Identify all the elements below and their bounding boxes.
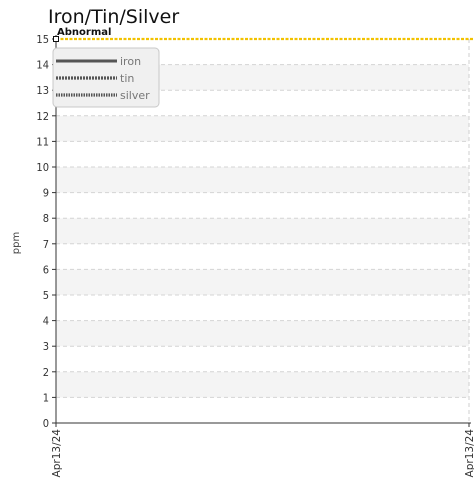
- threshold-marker: [53, 36, 59, 42]
- y-tick-label: 7: [43, 238, 49, 251]
- grid-band: [56, 243, 469, 270]
- grid-band: [56, 141, 469, 167]
- grid-band: [56, 192, 469, 219]
- y-tick-label: 2: [43, 366, 49, 379]
- grid-band: [56, 320, 469, 347]
- legend-label-tin: tin: [120, 72, 134, 85]
- y-tick-label: 9: [43, 187, 49, 200]
- grid-band: [56, 371, 469, 398]
- y-tick-label: 6: [43, 263, 49, 276]
- grid-band: [56, 167, 469, 193]
- x-tick-label: Apr13/24: [51, 429, 63, 478]
- y-tick-label: 0: [43, 417, 49, 430]
- y-tick-label: 5: [43, 289, 49, 302]
- grid-band: [56, 218, 469, 244]
- legend-label-iron: iron: [120, 55, 141, 68]
- y-tick-label: 8: [43, 212, 49, 225]
- y-tick-label: 13: [36, 84, 49, 97]
- y-tick-label: 4: [43, 315, 49, 328]
- legend-label-silver: silver: [120, 89, 150, 102]
- y-tick-label: 12: [36, 110, 49, 123]
- y-tick-label: 14: [36, 59, 49, 72]
- x-ticks: Apr13/24 Apr13/24: [51, 423, 474, 477]
- x-tick-label: Apr13/24: [464, 429, 474, 478]
- y-tick-label: 1: [43, 391, 49, 404]
- grid-band: [56, 295, 469, 321]
- grid-band: [56, 269, 469, 295]
- y-tick-label: 10: [36, 161, 49, 174]
- grid-band: [56, 397, 469, 423]
- chart-title: Iron/Tin/Silver: [48, 6, 180, 28]
- y-tick-label: 3: [43, 340, 49, 353]
- y-tick-label: 11: [36, 135, 49, 148]
- threshold-line: Abnormal: [53, 27, 473, 42]
- grid-band: [56, 115, 469, 142]
- threshold-label: Abnormal: [57, 27, 111, 38]
- y-tick-label: 15: [36, 33, 49, 46]
- grid-band: [56, 346, 469, 372]
- legend[interactable]: iron tin silver: [52, 47, 160, 108]
- y-axis-label: ppm: [11, 232, 22, 254]
